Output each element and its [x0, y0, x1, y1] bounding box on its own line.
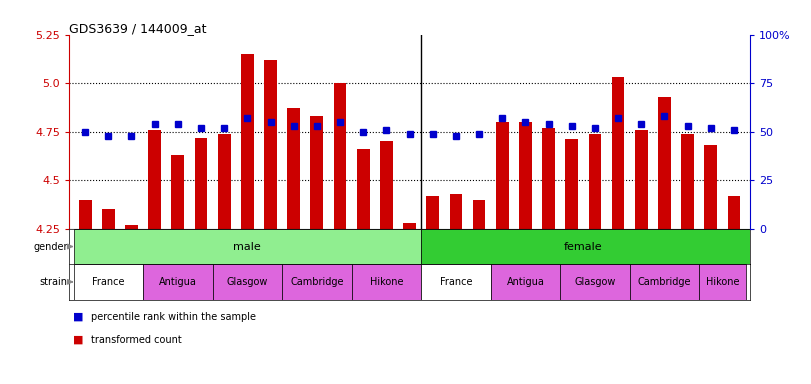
Text: transformed count: transformed count: [91, 335, 182, 345]
Bar: [589, 134, 601, 229]
Bar: [491, 264, 560, 300]
Text: gender: gender: [33, 242, 68, 252]
Bar: [264, 60, 277, 229]
Bar: [519, 122, 532, 229]
Bar: [449, 194, 462, 229]
Bar: [658, 97, 671, 229]
Bar: [421, 264, 491, 300]
Bar: [705, 145, 717, 229]
Text: France: France: [92, 277, 125, 287]
Text: Glasgow: Glasgow: [574, 277, 616, 287]
Text: ■: ■: [73, 312, 84, 322]
Text: male: male: [234, 242, 261, 252]
Bar: [102, 209, 114, 229]
Bar: [143, 264, 212, 300]
Text: GDS3639 / 144009_at: GDS3639 / 144009_at: [69, 22, 207, 35]
Bar: [403, 223, 416, 229]
Text: Antigua: Antigua: [507, 277, 544, 287]
Text: Antigua: Antigua: [159, 277, 197, 287]
Bar: [357, 149, 370, 229]
Bar: [543, 128, 555, 229]
Bar: [282, 264, 352, 300]
Text: female: female: [564, 242, 603, 252]
Bar: [611, 77, 624, 229]
Text: percentile rank within the sample: percentile rank within the sample: [91, 312, 255, 322]
Text: strain: strain: [40, 277, 68, 287]
Bar: [287, 108, 300, 229]
Text: Glasgow: Glasgow: [226, 277, 268, 287]
Bar: [681, 134, 694, 229]
Bar: [333, 83, 346, 229]
Bar: [727, 196, 740, 229]
Text: France: France: [440, 277, 472, 287]
Text: Cambridge: Cambridge: [637, 277, 691, 287]
Bar: [699, 264, 745, 300]
Bar: [74, 264, 143, 300]
Bar: [496, 122, 508, 229]
Bar: [218, 134, 230, 229]
Bar: [241, 54, 254, 229]
Bar: [74, 229, 421, 264]
Bar: [635, 130, 648, 229]
Text: Hikone: Hikone: [706, 277, 739, 287]
Bar: [79, 200, 92, 229]
Bar: [473, 200, 486, 229]
Text: Cambridge: Cambridge: [290, 277, 344, 287]
Bar: [629, 264, 699, 300]
Bar: [148, 130, 161, 229]
Bar: [125, 225, 138, 229]
Bar: [195, 137, 208, 229]
Text: Hikone: Hikone: [370, 277, 403, 287]
Bar: [212, 264, 282, 300]
Text: ■: ■: [73, 335, 84, 345]
Bar: [311, 116, 324, 229]
Bar: [421, 229, 757, 264]
Bar: [352, 264, 421, 300]
Bar: [560, 264, 629, 300]
Bar: [427, 196, 439, 229]
Bar: [171, 155, 184, 229]
Bar: [380, 141, 393, 229]
Bar: [565, 139, 578, 229]
